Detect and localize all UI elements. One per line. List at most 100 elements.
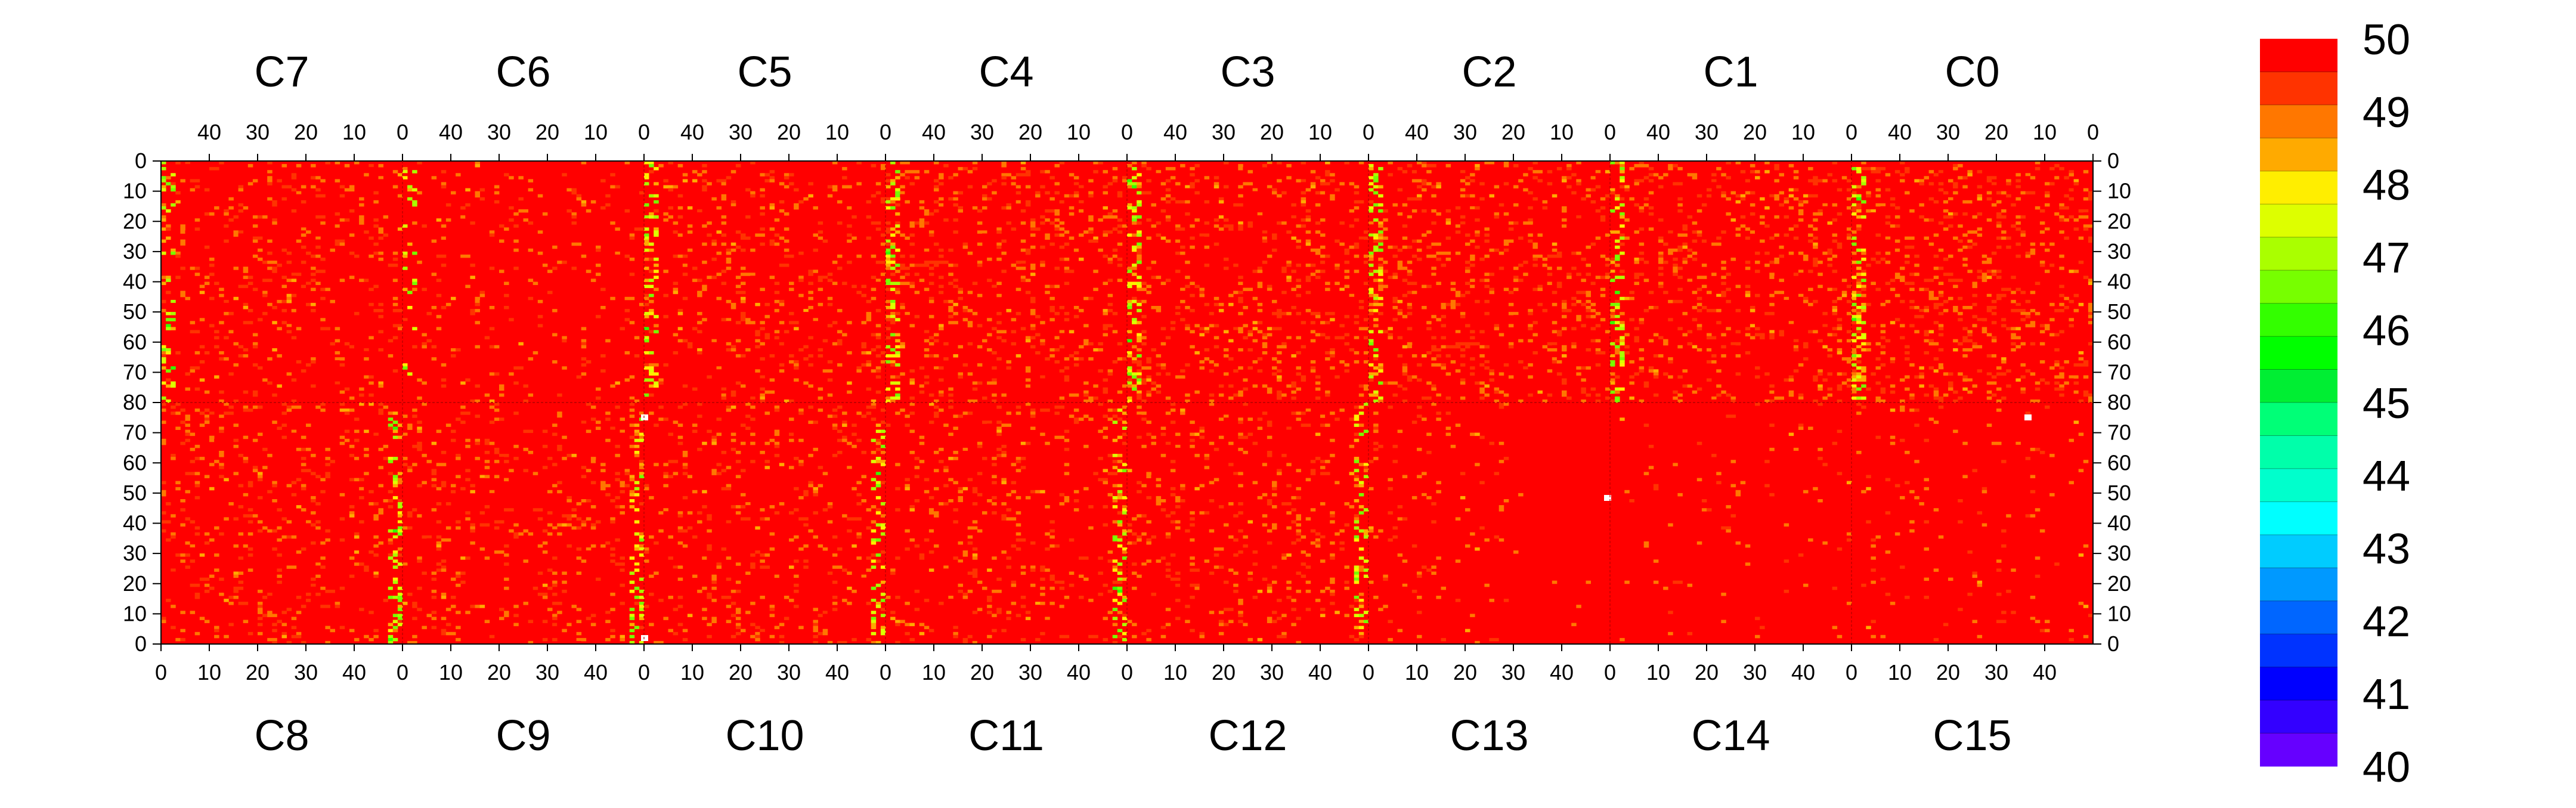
heatmap-cell <box>934 188 939 192</box>
heatmap-cell <box>1943 393 1949 397</box>
heatmap-cell <box>1615 345 1620 349</box>
heatmap-cell <box>1634 327 1639 330</box>
heatmap-cell <box>1479 224 1485 228</box>
heatmap-cell <box>291 176 297 179</box>
heatmap-cell <box>175 161 181 165</box>
heatmap-cell <box>900 242 905 246</box>
heatmap-cell <box>1064 194 1070 198</box>
heatmap-cell <box>1388 161 1393 165</box>
heatmap-cell <box>1286 164 1292 168</box>
heatmap-cell <box>1213 242 1219 246</box>
heatmap-cell <box>1972 242 1977 246</box>
heatmap-cell <box>1552 290 1558 295</box>
heatmap-cell <box>441 185 447 188</box>
heatmap-cell <box>373 309 379 312</box>
heatmap-cell <box>1315 248 1321 252</box>
heatmap-cell <box>1310 264 1316 267</box>
heatmap-cell <box>1165 188 1171 192</box>
heatmap-cell <box>1146 357 1151 361</box>
heatmap-cell <box>939 261 944 264</box>
heatmap-cell <box>1750 306 1755 309</box>
heatmap-cell <box>996 258 1002 261</box>
heatmap-cell <box>992 351 997 355</box>
heatmap-cell <box>1605 273 1611 276</box>
heatmap-cell <box>760 173 765 177</box>
heatmap-cell <box>1450 306 1456 309</box>
heatmap-cell <box>1006 221 1011 225</box>
heatmap-cell <box>489 372 495 376</box>
heatmap-cell <box>1160 281 1166 285</box>
heatmap-cell <box>1079 188 1084 192</box>
heatmap-cell <box>1117 254 1123 258</box>
heatmap-cell <box>1257 309 1263 312</box>
heatmap-cell <box>1562 224 1567 228</box>
heatmap-cell <box>750 194 756 198</box>
heatmap-cell <box>1755 366 1760 370</box>
heatmap-cell <box>1615 399 1620 403</box>
heatmap-cell <box>1373 390 1379 394</box>
heatmap-cell <box>1445 218 1451 222</box>
heatmap-cell <box>721 387 727 391</box>
heatmap-cell <box>1513 287 1519 292</box>
heatmap-cell <box>1093 384 1098 388</box>
heatmap-cell <box>1566 281 1572 285</box>
heatmap-cell <box>1112 248 1118 252</box>
heatmap-cell <box>760 378 765 382</box>
heatmap-cell <box>412 203 417 207</box>
heatmap-cell <box>1015 182 1021 185</box>
heatmap-cell <box>861 360 866 364</box>
heatmap-cell <box>615 227 620 231</box>
heatmap-cell <box>750 248 756 252</box>
heatmap-cell <box>1784 287 1789 292</box>
heatmap-cell <box>1996 200 2002 204</box>
heatmap-cell <box>1320 345 1326 349</box>
heatmap-cell <box>928 273 934 276</box>
heatmap-cell <box>1015 173 1021 177</box>
heatmap-cell <box>779 302 785 307</box>
heatmap-cell <box>590 179 596 182</box>
heatmap-cell <box>1798 215 1804 219</box>
heatmap-cell <box>252 236 258 240</box>
heatmap-cell <box>726 318 732 321</box>
heatmap-cell <box>992 375 997 379</box>
heatmap-cell <box>794 327 799 330</box>
heatmap-cell <box>895 176 900 179</box>
heatmap-cell <box>489 281 495 285</box>
heatmap-cell <box>755 339 760 343</box>
heatmap-cell <box>542 212 548 216</box>
heatmap-cell <box>1595 275 1601 279</box>
heatmap-cell <box>1663 372 1668 376</box>
heatmap-cell <box>1977 194 1983 198</box>
heatmap-cell <box>1885 375 1891 379</box>
heatmap-cell <box>1025 330 1031 333</box>
heatmap-cell <box>1938 267 1944 270</box>
heatmap-cell <box>378 227 383 231</box>
heatmap-cell <box>798 200 804 204</box>
heatmap-cell <box>1363 351 1369 355</box>
heatmap-cell <box>1475 342 1480 346</box>
heatmap-cell <box>1441 336 1446 340</box>
heatmap-cell <box>1730 342 1736 346</box>
heatmap-cell <box>335 179 340 182</box>
heatmap-cell <box>1508 302 1514 307</box>
heatmap-cell <box>1624 287 1630 292</box>
heatmap-cell <box>1137 185 1142 188</box>
heatmap-cell <box>1373 293 1379 298</box>
heatmap-cell <box>1793 170 1799 174</box>
heatmap-cell <box>1503 182 1509 185</box>
heatmap-cell <box>1378 399 1383 403</box>
heatmap-cell <box>344 275 350 279</box>
heatmap-cell <box>1610 224 1615 228</box>
heatmap-cell <box>871 369 877 373</box>
heatmap-cell <box>1986 375 1992 379</box>
heatmap-cell <box>1083 339 1089 343</box>
heatmap-cell <box>1484 284 1490 289</box>
heatmap-cell <box>934 161 939 165</box>
heatmap-cell <box>1213 224 1219 228</box>
heatmap-cell <box>1663 290 1668 295</box>
heatmap-cell <box>267 251 273 255</box>
heatmap-cell <box>1861 306 1866 309</box>
heatmap-cell <box>745 182 751 185</box>
heatmap-cell <box>1745 306 1751 309</box>
heatmap-cell <box>484 393 490 397</box>
